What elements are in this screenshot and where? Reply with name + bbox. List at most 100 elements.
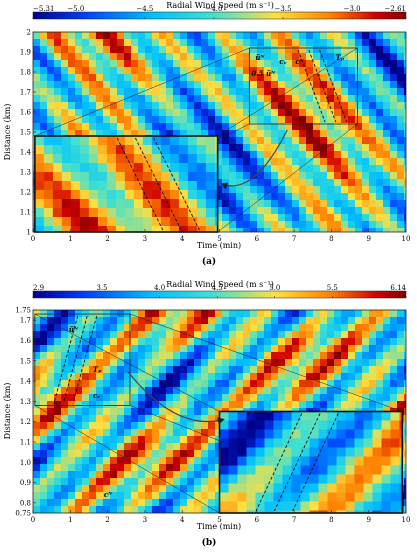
heatmap-cell [390, 158, 398, 166]
heatmap-cell [201, 81, 209, 89]
heatmap-cell [313, 380, 321, 388]
inset-cell [381, 492, 391, 502]
heatmap-cell [264, 394, 272, 402]
heatmap-cell [68, 450, 76, 458]
inset-cell [309, 429, 319, 439]
inset-cell [291, 438, 301, 448]
inset-cell [79, 163, 90, 173]
heatmap-cell [362, 102, 370, 110]
heatmap-cell [334, 380, 342, 388]
colorbar-tick-label: 5.0 [269, 284, 280, 292]
heatmap-cell [362, 39, 370, 47]
heatmap-cell [397, 200, 405, 208]
heatmap-cell [250, 46, 258, 54]
heatmap-cell [404, 109, 406, 117]
heatmap-cell [404, 151, 406, 159]
heatmap-cell [33, 116, 41, 124]
heatmap-cell [236, 380, 244, 388]
heatmap-cell [117, 352, 125, 360]
inset-cell [255, 456, 265, 466]
heatmap-cell [376, 32, 384, 40]
heatmap-cell [264, 366, 272, 374]
heatmap-cell [292, 380, 300, 388]
heatmap-cell [285, 228, 293, 232]
heatmap-cell [236, 123, 244, 131]
heatmap-cell [68, 499, 76, 507]
heatmap-cell [131, 109, 139, 117]
heatmap-cell [320, 207, 328, 215]
heatmap-cell [96, 88, 104, 96]
heatmap-cell [40, 380, 48, 388]
heatmap-cell [313, 345, 321, 353]
inset-cell [70, 145, 81, 155]
heatmap-cell [166, 345, 174, 353]
heatmap-cell [313, 81, 321, 89]
heatmap-cell [110, 408, 118, 416]
heatmap-cell [292, 81, 300, 89]
inset-cell [300, 510, 310, 513]
heatmap-cell [362, 352, 370, 360]
heatmap-cell [313, 186, 321, 194]
heatmap-cell [341, 60, 349, 68]
heatmap-cell [75, 380, 83, 388]
inset-cell [160, 226, 171, 232]
heatmap-cell [54, 471, 62, 479]
heatmap-cell [390, 81, 398, 89]
heatmap-cell [208, 429, 216, 437]
heatmap-cell [236, 81, 244, 89]
heatmap-cell [222, 345, 230, 353]
heatmap-cell [166, 366, 174, 374]
heatmap-cell [201, 123, 209, 131]
heatmap-cell [96, 401, 104, 409]
heatmap-cell [82, 436, 90, 444]
inset-cell [115, 190, 126, 200]
inset-cell [372, 456, 382, 466]
heatmap-cell [131, 352, 139, 360]
heatmap-cell [292, 387, 300, 395]
y-tick-label: 1.75 [15, 307, 31, 315]
heatmap-cell [187, 81, 195, 89]
heatmap-cell [397, 32, 405, 40]
heatmap-cell [110, 422, 118, 430]
inset-cell [318, 474, 328, 484]
wave-trace-line [153, 137, 200, 231]
heatmap-cell [222, 151, 230, 159]
heatmap-cell [173, 53, 181, 61]
heatmap-cell [173, 429, 181, 437]
heatmap-cell [110, 359, 118, 367]
heatmap-cell [341, 221, 349, 229]
heatmap-cell [117, 506, 125, 513]
heatmap-cell [145, 450, 153, 458]
heatmap-cell [124, 492, 132, 500]
heatmap-cell [152, 478, 160, 486]
heatmap-cell [61, 471, 69, 479]
heatmap-cell [208, 345, 216, 353]
heatmap-cell [306, 207, 314, 215]
heatmap-cell [103, 450, 111, 458]
heatmap-cell [152, 123, 160, 131]
heatmap-cell [229, 359, 237, 367]
heatmap-cell [75, 506, 83, 513]
heatmap-cell [96, 102, 104, 110]
heatmap-cell [257, 88, 265, 96]
inset-cell [187, 190, 198, 200]
heatmap-cell [334, 67, 342, 75]
heatmap-cell [61, 81, 69, 89]
wave-trace-line [319, 49, 348, 123]
heatmap-cell [124, 415, 132, 423]
heatmap-cell [82, 415, 90, 423]
heatmap-cell [173, 457, 181, 465]
heatmap-cell [285, 200, 293, 208]
heatmap-cell [376, 310, 384, 318]
heatmap-cell [390, 228, 398, 232]
inset-cell [142, 181, 153, 191]
y-tick-label: 1.8 [20, 69, 31, 77]
heatmap-cell [313, 137, 321, 145]
heatmap-cell [390, 331, 398, 339]
heatmap-cell [117, 123, 125, 131]
heatmap-cell [341, 186, 349, 194]
heatmap-cell [292, 352, 300, 360]
heatmap-cell [285, 179, 293, 187]
heatmap-cell [215, 373, 223, 381]
heatmap-cell [243, 88, 251, 96]
